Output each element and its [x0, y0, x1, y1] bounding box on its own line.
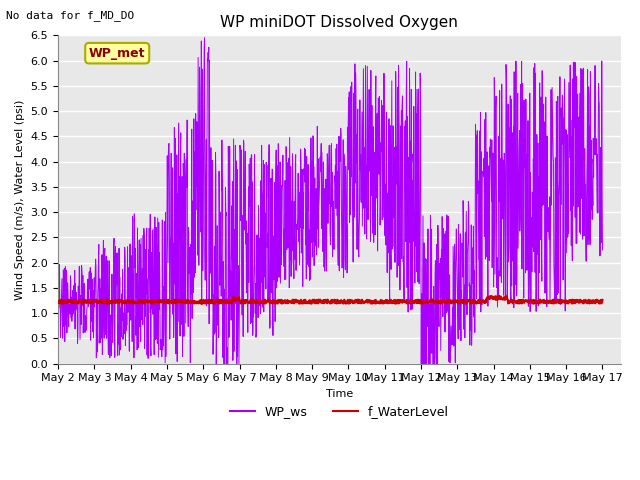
Legend: WP_ws, f_WaterLevel: WP_ws, f_WaterLevel	[225, 400, 454, 423]
Text: WP_met: WP_met	[89, 47, 145, 60]
X-axis label: Time: Time	[326, 389, 353, 399]
Y-axis label: Wind Speed (m/s), Water Level (psi): Wind Speed (m/s), Water Level (psi)	[15, 99, 25, 300]
Text: No data for f_MD_DO: No data for f_MD_DO	[6, 10, 134, 21]
Title: WP miniDOT Dissolved Oxygen: WP miniDOT Dissolved Oxygen	[220, 15, 458, 30]
